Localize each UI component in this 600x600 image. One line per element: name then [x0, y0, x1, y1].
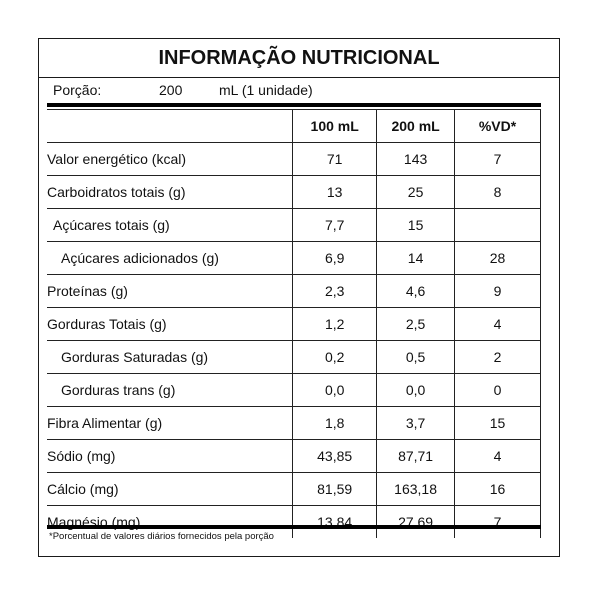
value-200ml: 2,5 [376, 307, 456, 341]
table-row: Valor energético (kcal) 71 143 7 [47, 142, 541, 176]
portion-label: Porção: [53, 82, 102, 98]
value-100ml: 13 [292, 175, 378, 209]
value-vd: 4 [454, 307, 541, 341]
table-row: Açúcares adicionados (g) 6,9 14 28 [47, 241, 541, 275]
table-row: Sódio (mg) 43,85 87,71 4 [47, 439, 541, 473]
table-row: Gorduras Totais (g) 1,2 2,5 4 [47, 307, 541, 341]
value-200ml: 27,69 [376, 505, 456, 538]
nutrient-name: Cálcio (mg) [47, 472, 294, 506]
nutrition-table: 100 mL 200 mL %VD* Valor energético (kca… [47, 109, 541, 538]
value-100ml: 71 [292, 142, 378, 176]
header-blank [47, 109, 294, 143]
nutrient-name: Gorduras trans (g) [47, 373, 294, 407]
nutrient-name: Carboidratos totais (g) [47, 175, 294, 209]
header-100ml: 100 mL [292, 109, 378, 143]
nutrition-facts-label: INFORMAÇÃO NUTRICIONAL Porção: 200 mL (1… [38, 38, 560, 557]
value-100ml: 1,8 [292, 406, 378, 440]
value-vd: 8 [454, 175, 541, 209]
value-100ml: 0,2 [292, 340, 378, 374]
value-100ml: 2,3 [292, 274, 378, 308]
table-row: Proteínas (g) 2,3 4,6 9 [47, 274, 541, 308]
value-vd: 15 [454, 406, 541, 440]
header-vd: %VD* [454, 109, 541, 143]
value-vd: 16 [454, 472, 541, 506]
value-vd: 2 [454, 340, 541, 374]
footnote: *Porcentual de valores diários fornecido… [49, 531, 274, 542]
value-200ml: 143 [376, 142, 456, 176]
nutrient-name: Açúcares totais (g) [47, 208, 294, 242]
value-200ml: 3,7 [376, 406, 456, 440]
label-title: INFORMAÇÃO NUTRICIONAL [158, 47, 440, 69]
value-100ml: 81,59 [292, 472, 378, 506]
value-100ml: 43,85 [292, 439, 378, 473]
value-vd [454, 208, 541, 242]
table-row: Cálcio (mg) 81,59 163,18 16 [47, 472, 541, 506]
table-row: Fibra Alimentar (g) 1,8 3,7 15 [47, 406, 541, 440]
value-200ml: 14 [376, 241, 456, 275]
value-200ml: 163,18 [376, 472, 456, 506]
value-100ml: 1,2 [292, 307, 378, 341]
value-vd: 7 [454, 142, 541, 176]
table-header-row: 100 mL 200 mL %VD* [47, 109, 541, 143]
value-100ml: 0,0 [292, 373, 378, 407]
nutrient-name: Gorduras Totais (g) [47, 307, 294, 341]
nutrient-name: Açúcares adicionados (g) [47, 241, 294, 275]
value-200ml: 0,5 [376, 340, 456, 374]
table-row: Gorduras Saturadas (g) 0,2 0,5 2 [47, 340, 541, 374]
portion-line: Porção: 200 mL (1 unidade) [39, 77, 559, 103]
table-row: Gorduras trans (g) 0,0 0,0 0 [47, 373, 541, 407]
value-200ml: 4,6 [376, 274, 456, 308]
portion-unit: mL (1 unidade) [219, 82, 313, 98]
bottom-thick-divider [47, 525, 541, 529]
header-200ml: 200 mL [376, 109, 456, 143]
nutrient-name: Valor energético (kcal) [47, 142, 294, 176]
top-thick-divider [47, 103, 541, 107]
value-100ml: 13,84 [292, 505, 378, 538]
nutrient-name: Sódio (mg) [47, 439, 294, 473]
value-100ml: 7,7 [292, 208, 378, 242]
nutrient-name: Proteínas (g) [47, 274, 294, 308]
value-vd: 0 [454, 373, 541, 407]
table-row: Carboidratos totais (g) 13 25 8 [47, 175, 541, 209]
nutrient-name: Gorduras Saturadas (g) [47, 340, 294, 374]
value-vd: 28 [454, 241, 541, 275]
nutrient-name: Fibra Alimentar (g) [47, 406, 294, 440]
value-200ml: 15 [376, 208, 456, 242]
value-200ml: 25 [376, 175, 456, 209]
value-vd: 9 [454, 274, 541, 308]
value-200ml: 87,71 [376, 439, 456, 473]
value-200ml: 0,0 [376, 373, 456, 407]
value-vd: 4 [454, 439, 541, 473]
portion-amount: 200 [159, 82, 183, 98]
table-row: Açúcares totais (g) 7,7 15 [47, 208, 541, 242]
value-100ml: 6,9 [292, 241, 378, 275]
value-vd: 7 [454, 505, 541, 538]
